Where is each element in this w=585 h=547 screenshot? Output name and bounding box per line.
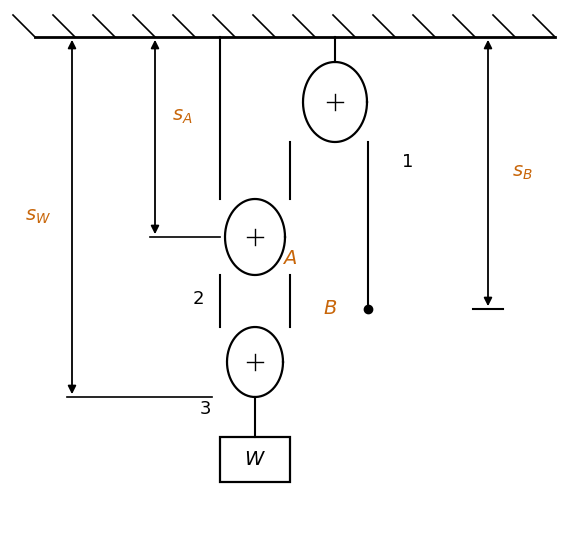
Text: $s_A$: $s_A$ xyxy=(172,108,192,126)
Text: $s_W$: $s_W$ xyxy=(25,207,51,226)
Text: 2: 2 xyxy=(192,290,204,308)
Text: $s_B$: $s_B$ xyxy=(512,164,532,183)
Text: $B$: $B$ xyxy=(323,300,337,318)
Text: $A$: $A$ xyxy=(283,249,298,269)
Text: 1: 1 xyxy=(402,153,414,171)
Bar xyxy=(220,437,290,482)
Text: $W$: $W$ xyxy=(244,450,266,469)
Text: 3: 3 xyxy=(199,400,211,418)
